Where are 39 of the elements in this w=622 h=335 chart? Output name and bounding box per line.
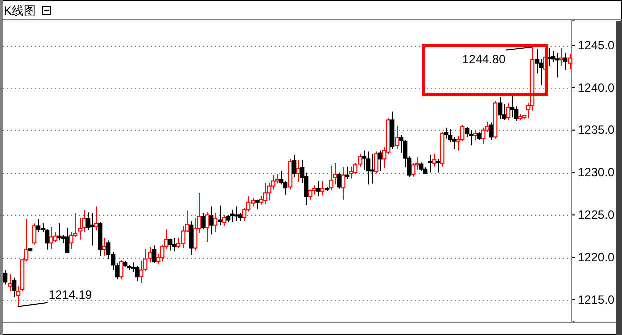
y-tick-label: 1215.0	[578, 292, 616, 307]
candlestick	[341, 167, 346, 200]
candlestick	[510, 94, 515, 118]
y-tick-label: 1240.0	[578, 80, 616, 95]
candlestick	[563, 52, 568, 71]
annotation: 1244.80	[462, 52, 506, 66]
candlestick	[172, 238, 177, 252]
candlestick	[139, 260, 144, 284]
candlestick	[316, 180, 321, 198]
candlestick	[193, 218, 198, 252]
candlestick	[296, 160, 301, 183]
candlestick	[90, 212, 95, 246]
y-tick-label: 1245.0	[578, 38, 616, 52]
candlestick	[559, 48, 564, 66]
candlestick	[8, 274, 13, 292]
y-tick-label: 1235.0	[578, 123, 616, 138]
y-tick-label: 1225.0	[578, 208, 616, 222]
candlestick	[370, 154, 375, 184]
candlestick	[378, 150, 383, 172]
candlestick	[535, 48, 540, 74]
y-tick-label: 1220.0	[578, 250, 616, 264]
candlestick	[555, 52, 560, 78]
chart-title: K线图	[4, 4, 36, 18]
candlestick	[539, 58, 544, 86]
candlestick	[415, 157, 420, 171]
annotation: 1214.19	[48, 288, 93, 302]
y-tick-label: 1230.0	[578, 166, 616, 180]
candlestick	[444, 127, 449, 140]
candlestick	[349, 166, 354, 180]
candlestick	[366, 151, 371, 186]
candlestick	[362, 150, 367, 171]
candlestick	[209, 206, 214, 236]
candlestick	[234, 206, 239, 222]
candlestick	[189, 220, 194, 256]
candlestick	[102, 238, 107, 256]
candlestick	[49, 226, 54, 250]
candlestick	[78, 218, 83, 240]
candlestick	[230, 210, 235, 222]
candlestick	[568, 54, 573, 70]
